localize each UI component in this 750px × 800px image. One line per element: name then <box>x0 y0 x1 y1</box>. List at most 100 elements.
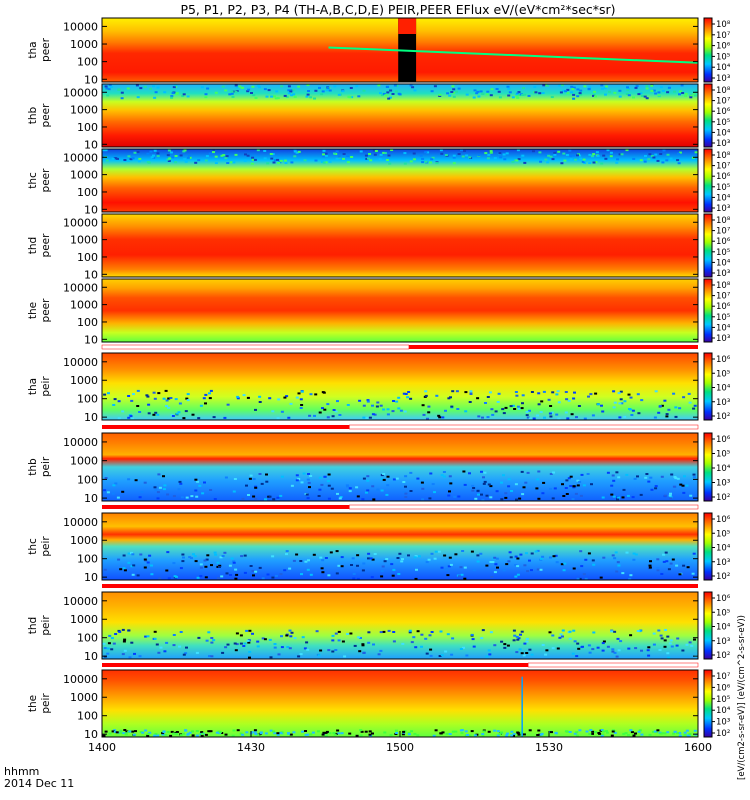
colorbar-tick-label: 10⁷ <box>716 97 731 107</box>
y-tick-label: 10000 <box>63 436 98 449</box>
colorbar <box>703 83 713 148</box>
panel-species-label: peir <box>40 615 52 636</box>
panel-species-label: peer <box>40 298 52 323</box>
colorbar-tick-label: 10⁶ <box>716 435 731 445</box>
colorbar-tick-label: 10⁶ <box>716 515 731 525</box>
panel-thd-peir: 10000 1000 100 10 thd peir 10⁶ 10⁵ 10⁴ 10³ 10² <box>27 591 731 663</box>
colorbar-tick-label: 10³ <box>716 718 730 728</box>
y-tick-label: 10 <box>84 492 98 505</box>
colorbar-tick-label: 10³ <box>716 334 730 344</box>
panel-probe-label: tha <box>27 378 39 395</box>
y-tick-label: 1000 <box>70 104 98 117</box>
panel-species-label: peir <box>40 456 52 477</box>
colorbar-tick-label: 10⁷ <box>716 672 731 682</box>
y-tick-label: 1000 <box>70 455 98 468</box>
panel-species-label: peir <box>40 693 52 714</box>
colorbar-tick-label: 10³ <box>716 398 730 408</box>
colorbar-tick-label: 10⁸ <box>716 151 731 161</box>
colorbar-tick-label: 10⁵ <box>716 52 730 62</box>
y-tick-label: 10000 <box>63 516 98 529</box>
y-tick-label: 100 <box>77 121 98 134</box>
colorbar <box>703 17 713 83</box>
panel-probe-label: thb <box>27 458 39 476</box>
status-bar <box>102 662 699 668</box>
spectrogram-texture <box>103 549 696 580</box>
y-tick-label: 100 <box>77 251 98 264</box>
colorbar-tick-label: 10³ <box>716 74 730 84</box>
panel-tha-peir: 10000 1000 100 10 tha peir 10⁶ 10⁵ 10⁴ 10³ 10² <box>27 352 731 424</box>
status-bar <box>101 344 698 350</box>
colorbar-tick-label: 10⁷ <box>716 31 731 41</box>
colorbar-tick-label: 10⁶ <box>716 107 731 117</box>
colorbar-tick-label: 10⁵ <box>716 695 730 705</box>
y-tick-label: 1000 <box>70 534 98 547</box>
colorbar-tick-label: 10⁶ <box>716 355 731 365</box>
colorbar-tick-label: 10⁴ <box>716 384 731 394</box>
colorbar-tick-label: 10⁷ <box>716 292 731 302</box>
y-tick-label: 10000 <box>63 86 98 99</box>
colorbar <box>703 432 713 502</box>
panel-species-label: peer <box>40 168 52 193</box>
colorbar-tick-label: 10⁵ <box>716 369 730 379</box>
panel-probe-label: the <box>27 302 39 319</box>
y-tick-label: 10 <box>84 411 98 424</box>
y-tick-label: 10000 <box>63 20 98 33</box>
colorbar <box>703 512 713 581</box>
panel-probe-label: thc <box>27 538 39 555</box>
panel-frame <box>101 352 699 421</box>
spectrogram-image <box>102 149 698 212</box>
colorbar-tick-label: 10⁶ <box>716 42 731 52</box>
x-tick-label: 1500 <box>386 741 414 754</box>
colorbar-tick-label: 10⁶ <box>716 237 731 247</box>
y-tick-label: 100 <box>77 710 98 723</box>
colorbar-tick-label: 10³ <box>716 139 730 149</box>
colorbar-tick-label: 10² <box>716 729 730 739</box>
y-tick-label: 1000 <box>70 234 98 247</box>
colorbar-tick-label: 10³ <box>716 269 730 279</box>
boundary-line <box>328 46 699 64</box>
colorbar-tick-label: 10⁷ <box>716 227 731 237</box>
spectrogram-texture <box>104 84 697 100</box>
colorbar-tick-label: 10⁶ <box>716 302 731 312</box>
y-tick-label: 100 <box>77 186 98 199</box>
spectrogram-texture <box>102 149 698 165</box>
colorbar-tick-label: 10⁵ <box>716 183 730 193</box>
colorbar-tick-label: 10³ <box>716 558 730 568</box>
y-tick-label: 100 <box>77 473 98 486</box>
spectrogram-image <box>102 279 698 342</box>
colorbar-tick-label: 10⁵ <box>716 529 730 539</box>
status-bar <box>102 424 699 430</box>
panel-species-label: peer <box>40 233 52 258</box>
colorbar-tick-label: 10² <box>716 651 730 661</box>
y-tick-label: 10000 <box>63 151 98 164</box>
y-tick-label: 100 <box>77 553 98 566</box>
y-tick-label: 1000 <box>70 169 98 182</box>
colorbar-tick-label: 10⁴ <box>716 63 731 73</box>
y-tick-label: 1000 <box>70 613 98 626</box>
colorbar-tick-label: 10⁶ <box>716 172 731 182</box>
colorbar-tick-label: 10⁴ <box>716 706 731 716</box>
panel-frame <box>101 278 699 343</box>
panel-frame <box>101 432 699 502</box>
colorbar <box>703 669 713 738</box>
y-tick-label: 100 <box>77 316 98 329</box>
y-tick-label: 10 <box>84 203 98 216</box>
y-tick-label: 10000 <box>63 216 98 229</box>
panel-probe-label: thc <box>27 172 39 189</box>
panel-frame <box>101 148 699 213</box>
status-bar <box>102 504 699 510</box>
data-gap-top <box>398 18 417 34</box>
panel-probe-label: tha <box>27 41 39 58</box>
y-tick-label: 10000 <box>63 356 98 369</box>
y-tick-label: 1000 <box>70 374 98 387</box>
panel-frame <box>101 83 699 148</box>
colorbar <box>703 591 713 660</box>
spectrogram-image <box>102 513 698 580</box>
panel-frame <box>101 213 699 278</box>
colorbar-tick-label: 10⁵ <box>716 608 730 618</box>
x-tick-label: 1600 <box>684 741 712 754</box>
